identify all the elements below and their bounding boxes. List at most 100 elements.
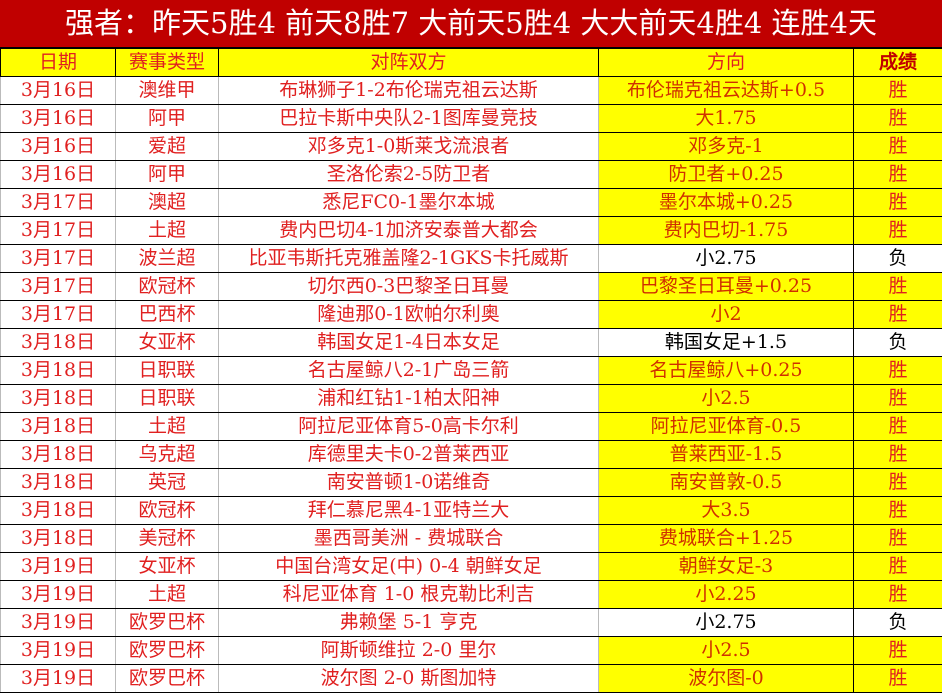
league-cell: 欧冠杯 <box>115 496 219 525</box>
table-row: 3月18日 日职联 浦和红钻1-1柏太阳神 小2.5 胜 <box>0 384 942 413</box>
date-cell: 3月18日 <box>0 496 116 525</box>
result-cell: 胜 <box>853 440 942 469</box>
result-cell: 胜 <box>853 76 942 105</box>
date-cell: 3月17日 <box>0 272 116 301</box>
date-cell: 3月18日 <box>0 328 116 357</box>
table-row: 3月16日 澳维甲 布琳狮子1-2布伦瑞克祖云达斯 布伦瑞克祖云达斯+0.5 胜 <box>0 76 942 105</box>
result-cell: 胜 <box>853 160 942 189</box>
pick-cell: 普莱西亚-1.5 <box>598 440 854 469</box>
date-cell: 3月17日 <box>0 300 116 329</box>
league-cell: 日职联 <box>115 356 219 385</box>
league-cell: 爱超 <box>115 132 219 161</box>
table-row: 3月18日 美冠杯 墨西哥美洲 - 费城联合 费城联合+1.25 胜 <box>0 524 942 553</box>
pick-cell: 费内巴切-1.75 <box>598 216 854 245</box>
date-cell: 3月18日 <box>0 356 116 385</box>
pick-cell: 墨尔本城+0.25 <box>598 188 854 217</box>
league-cell: 阿甲 <box>115 104 219 133</box>
match-cell: 阿拉尼亚体育5-0高卡尔利 <box>218 412 599 441</box>
result-cell: 胜 <box>853 132 942 161</box>
match-cell: 邓多克1-0斯莱戈流浪者 <box>218 132 599 161</box>
table-row: 3月17日 巴西杯 隆迪那0-1欧帕尔利奥 小2 胜 <box>0 300 942 329</box>
table-row: 3月16日 爱超 邓多克1-0斯莱戈流浪者 邓多克-1 胜 <box>0 132 942 161</box>
league-cell: 澳超 <box>115 188 219 217</box>
result-cell: 胜 <box>853 300 942 329</box>
header-match: 对阵双方 <box>218 48 599 77</box>
table-row: 3月18日 欧冠杯 拜仁慕尼黑4-1亚特兰大 大3.5 胜 <box>0 496 942 525</box>
league-cell: 美冠杯 <box>115 524 219 553</box>
date-cell: 3月16日 <box>0 160 116 189</box>
league-cell: 土超 <box>115 412 219 441</box>
pick-cell: 名古屋鲸八+0.25 <box>598 356 854 385</box>
results-table: 日期 赛事类型 对阵双方 方向 成绩 3月16日 澳维甲 布琳狮子1-2布伦瑞克祖云… <box>0 48 942 693</box>
result-cell: 胜 <box>853 412 942 441</box>
date-cell: 3月16日 <box>0 132 116 161</box>
league-cell: 阿甲 <box>115 160 219 189</box>
pick-cell: 小2 <box>598 300 854 329</box>
pick-cell: 大3.5 <box>598 496 854 525</box>
pick-cell: 费城联合+1.25 <box>598 524 854 553</box>
result-cell: 胜 <box>853 580 942 609</box>
result-cell: 胜 <box>853 468 942 497</box>
match-cell: 墨西哥美洲 - 费城联合 <box>218 524 599 553</box>
match-cell: 悉尼FC0-1墨尔本城 <box>218 188 599 217</box>
league-cell: 欧罗巴杯 <box>115 608 219 637</box>
result-cell: 胜 <box>853 384 942 413</box>
pick-cell: 小2.25 <box>598 580 854 609</box>
date-cell: 3月18日 <box>0 468 116 497</box>
header-row: 日期 赛事类型 对阵双方 方向 成绩 <box>0 48 942 77</box>
table-row: 3月18日 女亚杯 韩国女足1-4日本女足 韩国女足+1.5 负 <box>0 328 942 357</box>
pick-cell: 韩国女足+1.5 <box>598 328 854 357</box>
match-cell: 库德里夫卡0-2普莱西亚 <box>218 440 599 469</box>
league-cell: 女亚杯 <box>115 328 219 357</box>
result-cell: 胜 <box>853 524 942 553</box>
header-pick: 方向 <box>598 48 854 77</box>
result-cell: 负 <box>853 608 942 637</box>
match-cell: 中国台湾女足(中) 0-4 朝鲜女足 <box>218 552 599 581</box>
league-cell: 乌克超 <box>115 440 219 469</box>
date-cell: 3月17日 <box>0 216 116 245</box>
table-row: 3月17日 欧冠杯 切尔西0-3巴黎圣日耳曼 巴黎圣日耳曼+0.25 胜 <box>0 272 942 301</box>
header-date: 日期 <box>0 48 116 77</box>
match-cell: 费内巴切4-1加济安泰普大都会 <box>218 216 599 245</box>
league-cell: 波兰超 <box>115 244 219 273</box>
league-cell: 欧罗巴杯 <box>115 636 219 665</box>
pick-cell: 小2.75 <box>598 244 854 273</box>
date-cell: 3月19日 <box>0 608 116 637</box>
date-cell: 3月19日 <box>0 636 116 665</box>
result-cell: 胜 <box>853 356 942 385</box>
header-result: 成绩 <box>853 48 942 77</box>
match-cell: 韩国女足1-4日本女足 <box>218 328 599 357</box>
page-title: 强者：昨天5胜4 前天8胜7 大前天5胜4 大大前天4胜4 连胜4天 <box>0 0 942 48</box>
match-cell: 阿斯顿维拉 2-0 里尔 <box>218 636 599 665</box>
pick-cell: 阿拉尼亚体育-0.5 <box>598 412 854 441</box>
match-cell: 布琳狮子1-2布伦瑞克祖云达斯 <box>218 76 599 105</box>
pick-cell: 南安普敦-0.5 <box>598 468 854 497</box>
match-cell: 拜仁慕尼黑4-1亚特兰大 <box>218 496 599 525</box>
table-row: 3月16日 阿甲 圣洛伦索2-5防卫者 防卫者+0.25 胜 <box>0 160 942 189</box>
pick-cell: 大1.75 <box>598 104 854 133</box>
league-cell: 女亚杯 <box>115 552 219 581</box>
result-cell: 负 <box>853 244 942 273</box>
table-row: 3月18日 日职联 名古屋鲸八2-1广岛三箭 名古屋鲸八+0.25 胜 <box>0 356 942 385</box>
league-cell: 巴西杯 <box>115 300 219 329</box>
result-cell: 胜 <box>853 188 942 217</box>
league-cell: 日职联 <box>115 384 219 413</box>
pick-cell: 布伦瑞克祖云达斯+0.5 <box>598 76 854 105</box>
league-cell: 欧冠杯 <box>115 272 219 301</box>
match-cell: 弗赖堡 5-1 亨克 <box>218 608 599 637</box>
date-cell: 3月19日 <box>0 552 116 581</box>
table-row: 3月19日 欧罗巴杯 阿斯顿维拉 2-0 里尔 小2.5 胜 <box>0 636 942 665</box>
match-cell: 南安普顿1-0诺维奇 <box>218 468 599 497</box>
pick-cell: 波尔图-0 <box>598 664 854 693</box>
result-cell: 胜 <box>853 636 942 665</box>
pick-cell: 小2.5 <box>598 384 854 413</box>
table-row: 3月17日 波兰超 比亚韦斯托克雅盖隆2-1GKS卡托威斯 小2.75 负 <box>0 244 942 273</box>
pick-cell: 小2.75 <box>598 608 854 637</box>
league-cell: 土超 <box>115 580 219 609</box>
match-cell: 圣洛伦索2-5防卫者 <box>218 160 599 189</box>
date-cell: 3月17日 <box>0 244 116 273</box>
match-cell: 切尔西0-3巴黎圣日耳曼 <box>218 272 599 301</box>
match-cell: 科尼亚体育 1-0 根克勒比利吉 <box>218 580 599 609</box>
league-cell: 土超 <box>115 216 219 245</box>
